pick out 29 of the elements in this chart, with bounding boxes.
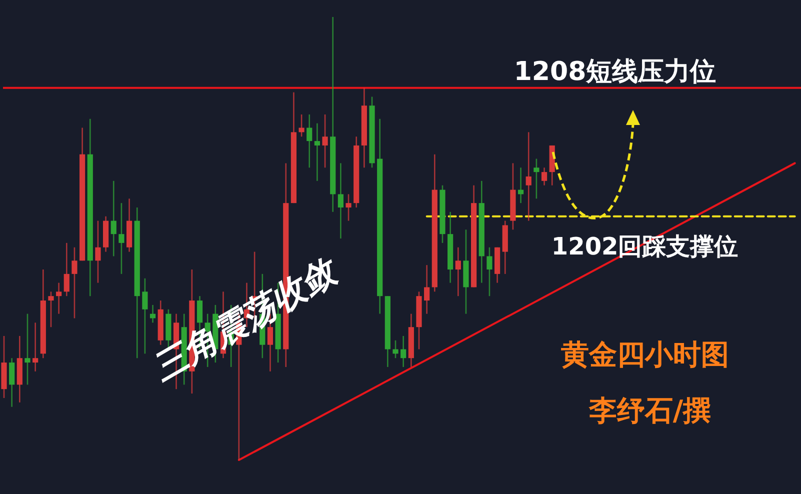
candlestick	[118, 202, 124, 275]
candlestick	[322, 114, 328, 168]
candlestick	[56, 282, 62, 314]
candlestick	[455, 246, 461, 297]
candlestick	[534, 158, 540, 200]
candlestick	[64, 242, 70, 297]
ref-line-label: 1208短线压力位	[514, 56, 716, 87]
candlestick	[32, 322, 38, 372]
candlestick	[486, 246, 492, 297]
candlestick	[95, 220, 101, 284]
candlestick	[424, 264, 430, 314]
candlestick	[346, 194, 352, 222]
candlestick	[306, 114, 312, 168]
candlestick	[9, 357, 15, 408]
candlestick	[110, 180, 116, 257]
candlestick	[541, 166, 548, 186]
candlestick	[72, 246, 78, 319]
annotation: 李纾石/撰	[588, 394, 712, 427]
candlestick	[392, 340, 398, 359]
candlestick	[338, 162, 344, 240]
candlestick	[314, 122, 320, 182]
annotation: 黄金四小时图	[560, 338, 729, 371]
candlestick	[526, 132, 532, 222]
annotation: 三角震荡收敛	[145, 250, 346, 390]
candlestick	[24, 313, 30, 386]
candlestick	[400, 335, 406, 368]
candlestick	[298, 114, 304, 138]
candlestick	[142, 278, 148, 354]
candlestick	[48, 291, 54, 328]
